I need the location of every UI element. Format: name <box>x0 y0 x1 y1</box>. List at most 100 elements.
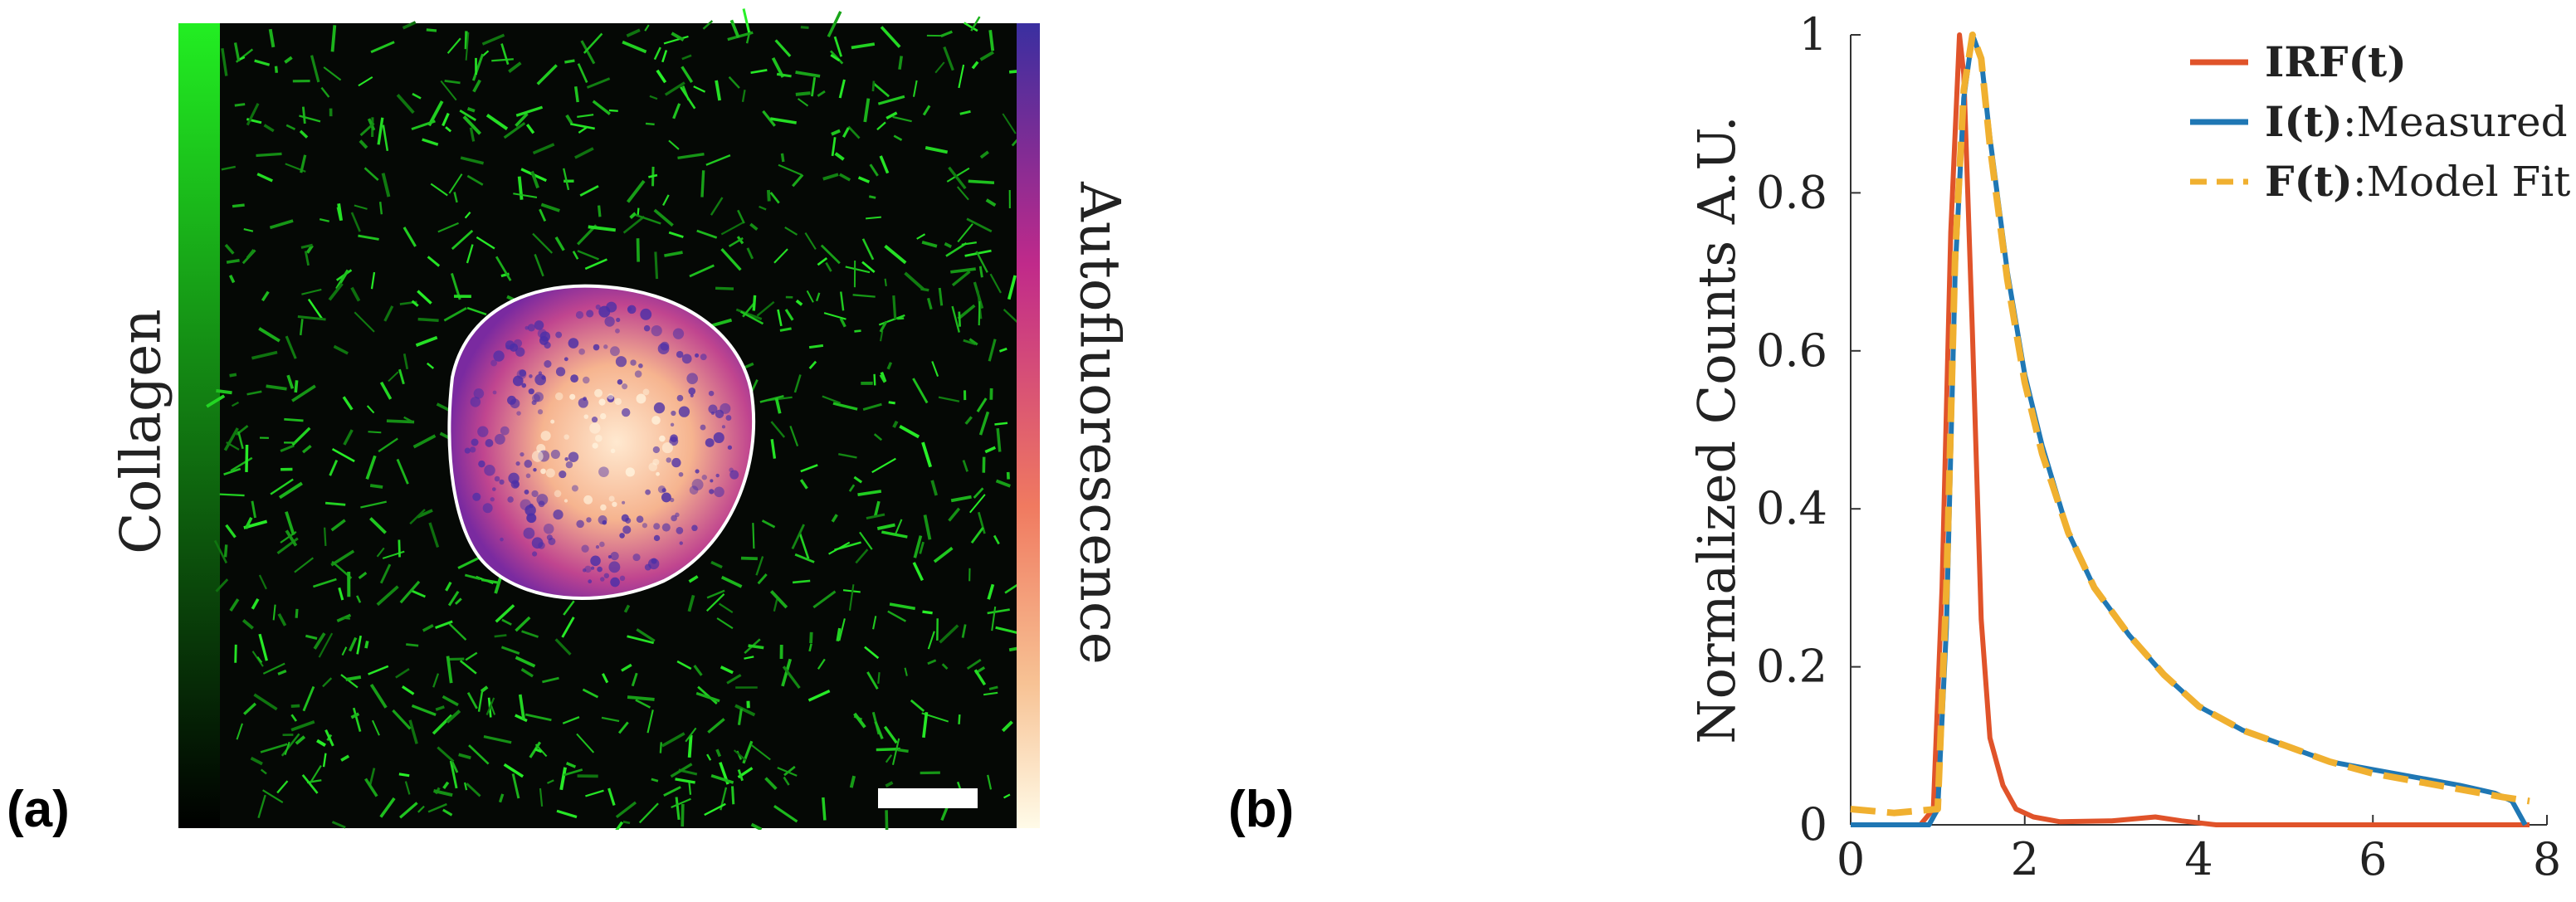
collagen-fiber <box>769 192 780 204</box>
spheroid-speckle <box>593 344 600 351</box>
spheroid-speckle <box>610 577 620 588</box>
spheroid-speckle <box>553 510 564 520</box>
collagen-fiber <box>422 138 439 146</box>
collagen-fiber <box>381 173 391 197</box>
y-tick-label: 1 <box>1799 8 1827 61</box>
collagen-fiber <box>970 16 981 32</box>
collagen-fiber <box>784 226 798 236</box>
collagen-fiber <box>728 236 744 247</box>
spheroid-speckle <box>531 451 544 462</box>
collagen-fiber <box>382 124 389 152</box>
collagen-fiber <box>446 37 461 54</box>
collagen-fiber <box>873 500 881 518</box>
collagen-fiber <box>258 574 267 590</box>
spheroid-speckle <box>653 523 661 530</box>
spheroid-speckle <box>543 523 554 534</box>
collagen-fiber <box>356 635 362 655</box>
collagen-fiber <box>847 125 861 139</box>
collagen-fiber <box>762 110 776 127</box>
collagen-fiber <box>312 578 337 588</box>
collagen-fiber <box>836 627 842 641</box>
collagen-fiber <box>256 152 282 158</box>
collagen-fiber <box>734 704 756 717</box>
collagen-fiber <box>540 202 560 212</box>
collagen-fiber <box>290 720 315 732</box>
collagen-fiber <box>411 119 436 131</box>
spheroid-speckle <box>544 359 552 368</box>
collagen-fiber <box>863 98 871 123</box>
collagen-fiber <box>799 479 808 490</box>
collagen-fiber <box>432 714 453 735</box>
collagen-fiber <box>636 628 656 642</box>
collagen-fiber <box>800 26 809 29</box>
collagen-fiber <box>285 529 298 547</box>
collagen-fiber <box>286 374 295 389</box>
collagen-fiber <box>417 317 439 323</box>
collagen-fiber <box>305 244 314 254</box>
collagen-fiber <box>554 638 572 656</box>
legend-entry: IRF(t) <box>2265 37 2407 86</box>
collagen-fiber <box>521 630 539 638</box>
spheroid-speckle <box>470 397 481 407</box>
collagen-fiber <box>216 388 232 395</box>
spheroid-speckle <box>678 406 690 417</box>
collagen-fiber <box>840 291 845 311</box>
collagen-fiber <box>258 327 281 343</box>
collagen-fiber <box>485 113 509 130</box>
spheroid-speckle <box>554 490 562 498</box>
collagen-fiber <box>257 794 266 819</box>
collagen-fiber <box>831 514 838 523</box>
spheroid-speckle <box>538 500 545 508</box>
collagen-fiber <box>728 76 740 89</box>
spheroid-speckle <box>559 471 567 479</box>
spheroid-speckle <box>554 392 564 401</box>
collagen-fiber <box>635 699 651 709</box>
collagen-fiber <box>931 361 939 377</box>
collagen-fiber <box>878 314 905 326</box>
collagen-fiber <box>756 300 775 317</box>
spheroid-speckle <box>615 328 620 334</box>
collagen-fiber <box>750 822 763 830</box>
collagen-fiber <box>704 802 726 817</box>
collagen-fiber <box>304 251 310 266</box>
collagen-fiber <box>877 95 905 105</box>
collagen-fiber <box>515 656 536 668</box>
collagen-fiber <box>565 762 577 768</box>
collagen-fiber <box>563 168 570 191</box>
collagen-fiber <box>524 713 552 722</box>
spheroid-speckle <box>622 500 626 505</box>
collagen-fiber <box>940 30 953 37</box>
collagen-fiber <box>221 165 237 171</box>
collagen-fiber <box>465 651 478 661</box>
spheroid-speckle <box>576 519 584 529</box>
collagen-fiber <box>437 746 455 763</box>
collagen-fiber <box>237 431 244 450</box>
collagen-fiber <box>804 232 817 250</box>
collagen-fiber <box>445 581 452 592</box>
collagen-fiber <box>1003 793 1011 799</box>
spheroid-speckle <box>700 424 706 431</box>
collagen-fiber <box>284 741 290 755</box>
collagen-fiber <box>869 163 879 177</box>
collagen-fiber <box>582 688 599 699</box>
spheroid-speckle <box>675 512 680 518</box>
collagen-fiber <box>368 431 382 434</box>
collagen-fiber <box>300 154 307 173</box>
collagen-fiber <box>451 229 474 251</box>
collagen-fiber <box>892 115 912 123</box>
collagen-fiber <box>572 251 579 260</box>
collagen-fiber <box>442 112 450 127</box>
collagen-fiber <box>663 786 681 797</box>
collagen-fiber <box>508 61 522 73</box>
collagen-fiber <box>938 287 944 306</box>
collagen-fiber <box>828 541 851 555</box>
collagen-fiber <box>272 604 276 621</box>
collagen-fiber <box>250 756 263 766</box>
collagen-fiber <box>671 32 685 41</box>
y-tick-label: 0.6 <box>1756 324 1827 377</box>
collagen-fiber <box>491 58 514 62</box>
collagen-fiber <box>770 438 777 459</box>
collagen-fiber <box>564 768 583 777</box>
spheroid-speckle <box>713 431 724 443</box>
collagen-fiber <box>839 317 846 328</box>
